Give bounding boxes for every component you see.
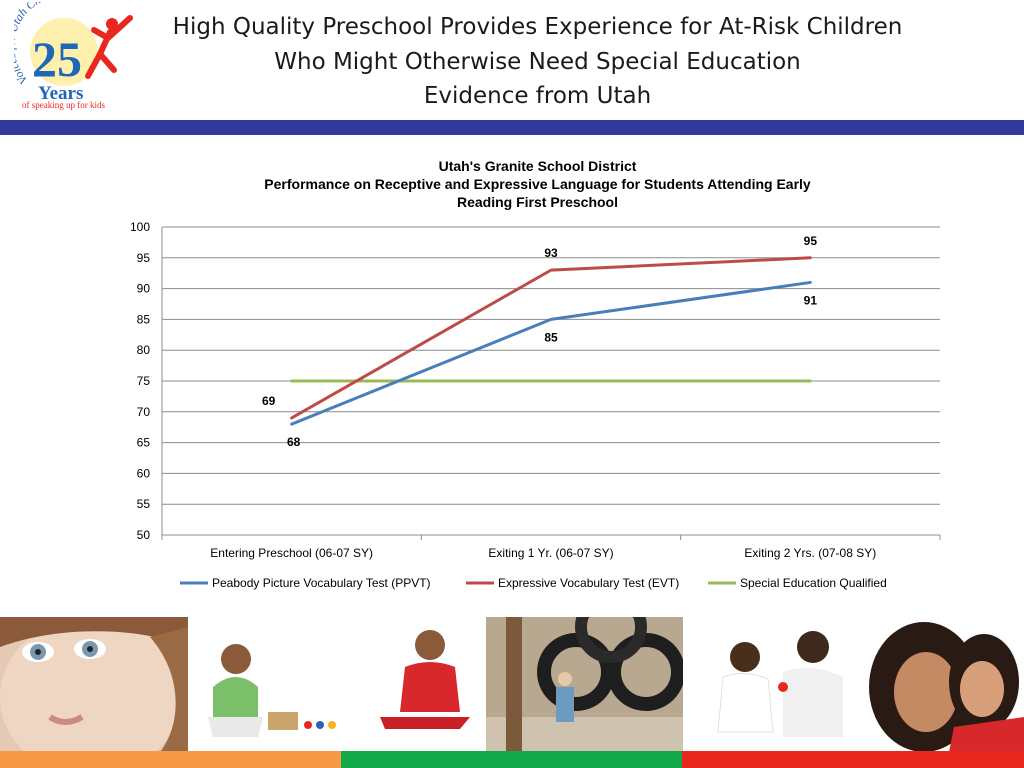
data-label: 85 — [544, 330, 558, 344]
logo-tagline: of speaking up for kids — [22, 100, 105, 110]
girl-closeup-photo — [0, 617, 188, 752]
data-label: 93 — [544, 246, 558, 260]
title-divider-band — [0, 120, 1024, 135]
y-tick-label: 80 — [137, 343, 151, 357]
series-line — [290, 280, 812, 426]
chart-title-line-2: Performance on Receptive and Expressive … — [264, 176, 811, 192]
y-tick-label: 50 — [137, 528, 151, 542]
x-tick-label: Exiting 1 Yr. (06-07 SY) — [488, 546, 613, 560]
children-tire-playground-photo — [486, 617, 683, 752]
line-chart: Utah's Granite School District Performan… — [0, 150, 1024, 610]
series-line — [290, 256, 812, 420]
y-tick-label: 90 — [137, 282, 151, 296]
logo-number: 25 — [32, 31, 82, 87]
data-label: 68 — [287, 435, 301, 449]
y-tick-label: 65 — [137, 436, 151, 450]
y-tick-label: 55 — [137, 497, 151, 511]
toddler-with-toys-photo — [188, 617, 360, 752]
y-tick-label: 70 — [137, 405, 151, 419]
slide-title-line-3: Evidence from Utah — [423, 83, 652, 109]
footer-stripes — [0, 751, 1024, 768]
y-tick-label: 95 — [137, 251, 151, 265]
jumping-figure-icon — [85, 15, 133, 79]
y-tick-label: 60 — [137, 466, 151, 480]
slide-title-line-2: Who Might Otherwise Need Special Educati… — [274, 48, 801, 75]
y-tick-label: 85 — [137, 312, 151, 326]
chart-title-line-3: Reading First Preschool — [456, 194, 619, 210]
x-tick-label: Entering Preschool (06-07 SY) — [210, 546, 373, 560]
toddler-red-outfit-photo — [360, 617, 486, 752]
photo-strip — [0, 617, 1024, 752]
x-tick-label: Exiting 2 Yrs. (07-08 SY) — [744, 546, 876, 560]
chart-title: Utah's Granite School District Performan… — [200, 157, 875, 211]
y-tick-label: 75 — [137, 374, 151, 388]
mother-and-daughter-photo — [854, 617, 1024, 752]
footer-stripe-red — [682, 751, 1024, 768]
chart-title-line-1: Utah's Granite School District — [438, 158, 637, 174]
father-and-child-photo — [683, 617, 854, 752]
legend-label: Peabody Picture Vocabulary Test (PPVT) — [212, 576, 431, 590]
footer-stripe-orange — [0, 751, 341, 768]
data-label: 95 — [804, 234, 818, 248]
legend-label: Special Education Qualified — [740, 576, 887, 590]
logo-word: Years — [38, 83, 83, 104]
legend-label: Expressive Vocabulary Test (EVT) — [498, 576, 679, 590]
voices-for-utah-children-logo: Voices for Utah Children 25 Years of spe… — [14, 2, 133, 110]
y-tick-label: 100 — [130, 220, 150, 234]
data-label: 91 — [804, 293, 818, 307]
slide-title: High Quality Preschool Provides Experien… — [150, 10, 925, 114]
footer-stripe-green — [341, 751, 682, 768]
slide-title-line-1: High Quality Preschool Provides Experien… — [172, 14, 903, 40]
chart-plot: 50 55 60 65 70 75 80 85 90 95 100 Entering Preschoo… — [130, 220, 941, 590]
data-label: 69 — [262, 394, 276, 408]
